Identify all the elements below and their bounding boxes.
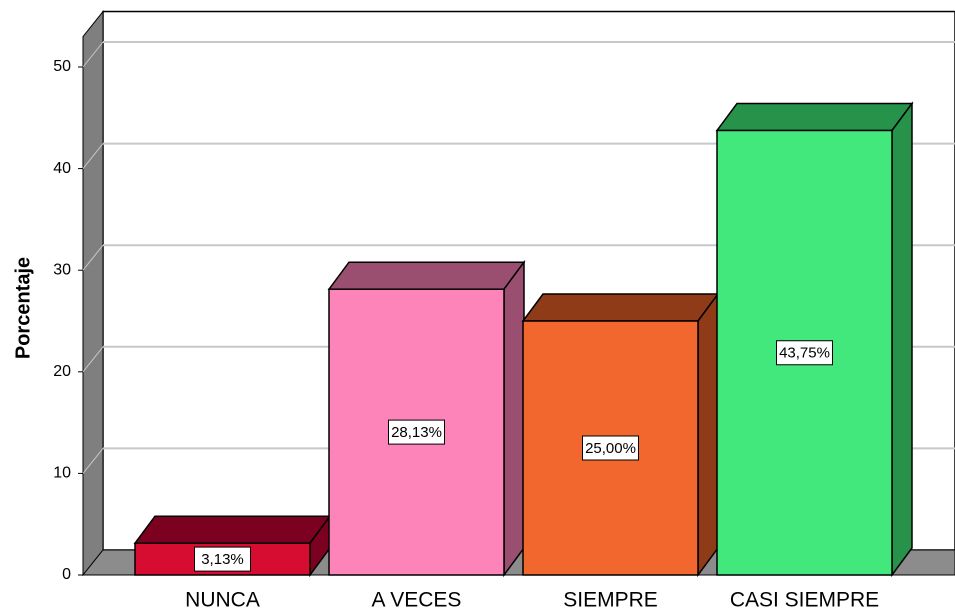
- grid-line: [82, 41, 104, 68]
- y-tick-label: 20: [53, 363, 71, 380]
- y-axis-title: Porcentaje: [12, 257, 34, 359]
- y-tick-label: 10: [53, 465, 71, 482]
- value-label-box: [776, 340, 833, 366]
- bar-top: [715, 102, 914, 132]
- value-label: 3,13%: [201, 551, 244, 568]
- value-label: 25,00%: [585, 440, 636, 457]
- bar-top: [327, 261, 526, 290]
- value-label: 28,13%: [391, 424, 442, 441]
- y-tick-label: 50: [53, 58, 71, 75]
- y-tick-label: 40: [53, 160, 71, 177]
- y-tick-label: 30: [53, 261, 71, 278]
- value-label-box: [582, 435, 639, 461]
- bar-side: [697, 291, 719, 578]
- x-tick-label: NUNCA: [185, 589, 260, 612]
- grid-line: [82, 244, 104, 271]
- bar-top: [133, 515, 332, 544]
- grid-line: [82, 448, 104, 474]
- value-label-box: [388, 419, 445, 445]
- bar-top: [521, 293, 720, 322]
- y-tick-label: 0: [62, 566, 71, 583]
- x-tick-label: CASI SIEMPRE: [730, 589, 879, 612]
- grid-line: [82, 143, 104, 169]
- left-wall: [82, 10, 104, 577]
- bar-side: [891, 101, 913, 578]
- grid-line: [82, 346, 104, 373]
- value-label-box: [194, 546, 251, 572]
- x-tick-label: SIEMPRE: [563, 589, 658, 612]
- value-label: 43,75%: [779, 345, 830, 362]
- bar-side: [503, 259, 525, 578]
- x-tick-label: A VECES: [372, 589, 462, 612]
